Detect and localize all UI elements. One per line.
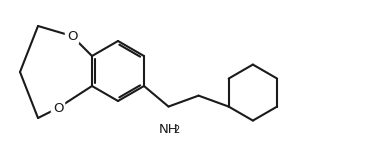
Text: 2: 2 — [173, 125, 180, 135]
Text: NH: NH — [159, 123, 178, 136]
Text: O: O — [53, 102, 63, 114]
Text: O: O — [67, 30, 77, 42]
